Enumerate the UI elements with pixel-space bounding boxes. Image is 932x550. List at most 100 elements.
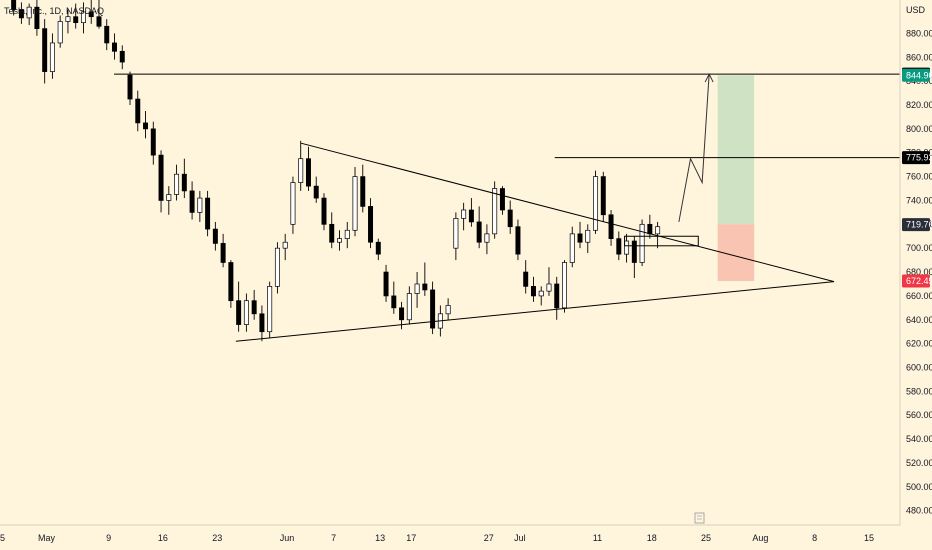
- candle-body-down: [554, 283, 560, 309]
- projection-arrowhead: [704, 72, 714, 83]
- triangle-upper-trendline[interactable]: [300, 142, 835, 283]
- candle: [274, 242, 280, 294]
- candle-body-down: [205, 197, 211, 230]
- x-tick-label: 23: [212, 533, 222, 543]
- candle: [181, 158, 187, 199]
- candle: [119, 45, 125, 70]
- candle: [655, 221, 661, 249]
- x-tick-label: 17: [406, 533, 416, 543]
- price-tag-bg: [902, 274, 930, 288]
- candle-body-up: [593, 176, 599, 231]
- target-zone[interactable]: [717, 75, 755, 225]
- candle-body-up: [174, 173, 180, 195]
- candle-body-up: [26, 6, 32, 19]
- candle: [530, 276, 536, 302]
- candle-body-up: [492, 188, 498, 235]
- candle: [313, 176, 319, 203]
- candle-body-up: [406, 293, 412, 321]
- y-tick-label: 580.00: [906, 386, 932, 396]
- candle-body-down: [259, 313, 265, 333]
- candle: [569, 226, 575, 268]
- candle: [383, 264, 389, 302]
- candle-body-down: [135, 98, 141, 124]
- candle-body-down: [34, 6, 40, 29]
- candle: [228, 260, 234, 308]
- candle: [585, 224, 591, 253]
- candle-body-down: [600, 176, 606, 216]
- price-tag-label: 719.76: [906, 220, 932, 230]
- y-tick-label: 740.00: [906, 195, 932, 205]
- candle-body-down: [577, 233, 583, 243]
- candle: [562, 260, 567, 313]
- projection-path[interactable]: [678, 74, 710, 223]
- candle: [476, 206, 482, 249]
- candle-body-down: [321, 197, 327, 225]
- candle: [150, 121, 156, 165]
- candle-body-up: [65, 16, 71, 22]
- candle-body-down: [119, 50, 125, 63]
- price-tag-bg: [902, 151, 930, 165]
- candle: [104, 19, 110, 51]
- candle: [127, 71, 133, 105]
- candle-body-up: [49, 42, 55, 72]
- candle: [631, 236, 637, 279]
- candle: [205, 190, 211, 237]
- candle: [197, 190, 203, 222]
- price-axis[interactable]: 480.00 500.00 520.00 540.00 560.00 580.00 600.…: [906, 28, 932, 515]
- y-tick-label: 640.00: [906, 315, 932, 325]
- drawings[interactable]: [114, 72, 900, 342]
- x-tick-label: Jul: [514, 533, 526, 543]
- candle-body-down: [468, 209, 474, 223]
- candle-body-down: [236, 300, 242, 325]
- candle: [220, 233, 226, 268]
- candle: [18, 2, 24, 24]
- candle: [212, 221, 218, 251]
- candle-body-down: [631, 240, 637, 263]
- candle-body-up: [655, 226, 661, 235]
- candle: [624, 233, 630, 263]
- candle: [73, 3, 79, 29]
- candle-body-down: [88, 11, 94, 18]
- y-tick-label: 600.00: [906, 363, 932, 373]
- breakout-box[interactable]: [624, 235, 699, 247]
- candle: [515, 219, 521, 261]
- candle: [414, 272, 420, 308]
- y-tick-label: 500.00: [906, 482, 932, 492]
- candle: [88, 0, 94, 24]
- price-tag: 672.45: [902, 274, 932, 288]
- candle: [375, 238, 381, 261]
- x-tick-label: 27: [484, 533, 494, 543]
- y-tick-label: 700.00: [906, 243, 932, 253]
- candle-body-down: [150, 128, 156, 156]
- y-tick-label: 560.00: [906, 410, 932, 420]
- y-tick-label: 680.00: [906, 267, 932, 277]
- triangle-lower-trendline[interactable]: [235, 281, 835, 342]
- candle-body-up: [298, 158, 304, 183]
- candle: [174, 164, 180, 201]
- candle-body-down: [422, 283, 428, 291]
- candle: [236, 281, 242, 332]
- candle: [65, 9, 71, 34]
- candle-body-down: [608, 214, 614, 239]
- candle-body-down: [181, 173, 187, 192]
- candle: [360, 164, 366, 213]
- candle: [80, 2, 86, 34]
- candle: [251, 289, 257, 320]
- candle-body-up: [538, 290, 544, 297]
- candle-body-down: [476, 221, 482, 243]
- candle-body-down: [499, 188, 505, 211]
- candle-body-up: [57, 21, 63, 44]
- calendar-icon[interactable]: [694, 512, 705, 524]
- candle: [34, 0, 40, 36]
- candle: [422, 262, 428, 296]
- x-tick-label: 13: [375, 533, 385, 543]
- candle-body-down: [523, 271, 529, 287]
- time-axis[interactable]: 25 May 9 16 23 Jun 7 13 17 27 Jul 11 18 25 Aug 8 15: [0, 533, 874, 543]
- price-tag-label: 844.90: [906, 70, 932, 80]
- candle: [305, 146, 311, 191]
- candle: [639, 219, 645, 267]
- x-tick-label: 25: [0, 533, 5, 543]
- x-tick-label: 18: [647, 533, 657, 543]
- candle: [42, 19, 48, 84]
